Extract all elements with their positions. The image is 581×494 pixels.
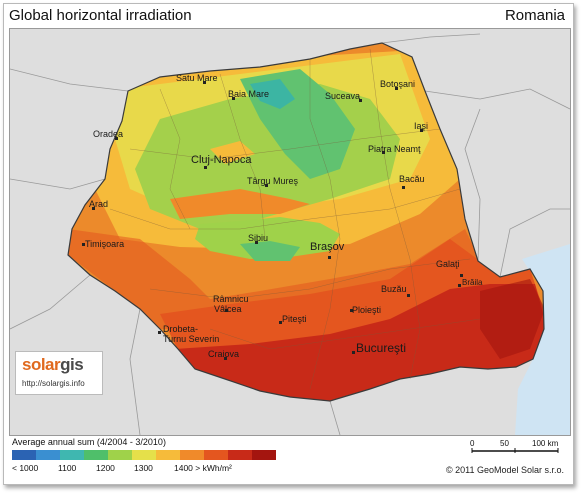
legend-tick: < 1000	[12, 463, 39, 473]
city-braila[interactable]: Brăila	[462, 278, 483, 287]
city-craiova[interactable]: Craiova	[208, 349, 240, 359]
city-brasov[interactable]: Braşov	[310, 241, 345, 253]
city-iasi[interactable]: Iaşi	[414, 121, 429, 131]
legend-color-ramp	[12, 450, 276, 460]
legend-swatch	[180, 450, 204, 460]
city-dot	[225, 309, 228, 312]
city-ramnicu-valcea: Vâlcea	[214, 304, 242, 314]
scale-label-100: 100 km	[532, 439, 559, 448]
city-cluj-napoca[interactable]: Cluj-Napoca	[191, 154, 252, 166]
city-dot	[328, 256, 331, 259]
legend-tick: 1200	[96, 463, 115, 473]
city-dot	[203, 81, 206, 84]
city-dot	[382, 151, 385, 154]
map-canvas	[10, 29, 570, 435]
legend-swatch	[204, 450, 228, 460]
city-bucuresti[interactable]: Bucureşti	[356, 341, 407, 355]
solargis-wordmark: solargis	[22, 355, 84, 374]
legend-swatch	[156, 450, 180, 460]
legend-swatch	[36, 450, 60, 460]
city-dot	[255, 241, 258, 244]
city-dot	[407, 294, 410, 297]
city-satu-mare[interactable]: Satu Mare	[176, 73, 218, 83]
city-dot	[395, 87, 398, 90]
city-buzau[interactable]: Buzău	[381, 284, 407, 294]
legend-swatch	[108, 450, 132, 460]
legend-title: Average annual sum (4/2004 - 3/2010)	[12, 437, 166, 447]
city-dot	[204, 166, 207, 169]
city-dot	[350, 309, 353, 312]
city-timisoara[interactable]: Timişoara	[85, 239, 125, 249]
city-dot	[92, 207, 95, 210]
city-targu-mures[interactable]: Târgu Mureş	[247, 176, 299, 186]
city-piatra-neamt[interactable]: Piatra Neamţ	[368, 144, 421, 154]
city-dot	[265, 184, 268, 187]
city-dot	[279, 321, 282, 324]
city-bacau[interactable]: Bacău	[399, 174, 425, 184]
copyright: © 2011 GeoModel Solar s.r.o.	[445, 465, 564, 475]
city-ramnicu-valcea[interactable]: Râmnicu	[213, 294, 249, 304]
legend-tick: 1400 > kWh/m²	[174, 463, 232, 473]
city-dot	[460, 274, 463, 277]
legend-tick: 1300	[134, 463, 153, 473]
city-suceava[interactable]: Suceava	[325, 91, 361, 101]
legend-swatch	[84, 450, 108, 460]
city-arad[interactable]: Arad	[89, 199, 109, 209]
city-drobeta-turnu-severin[interactable]: Drobeta-	[163, 324, 199, 334]
city-dot	[158, 331, 161, 334]
city-sibiu[interactable]: Sibiu	[248, 233, 269, 243]
city-baia-mare[interactable]: Baia Mare	[228, 89, 270, 99]
scale-label-0: 0	[470, 439, 475, 448]
city-dot	[402, 186, 405, 189]
map-frame: Global horizontal irradiation Romania	[3, 3, 574, 485]
legend-tick: 1100	[58, 463, 77, 473]
city-pitesti[interactable]: Piteşti	[282, 314, 307, 324]
city-drobeta-turnu-severin: Turnu Severin	[163, 334, 220, 344]
city-dot	[224, 357, 227, 360]
legend-swatch	[252, 450, 276, 460]
city-galati[interactable]: Galaţi	[436, 259, 460, 269]
city-dot	[82, 243, 85, 246]
country-label: Romania	[504, 7, 565, 24]
solargis-logo[interactable]: solargis http://solargis.info	[15, 351, 103, 395]
legend-swatch	[228, 450, 252, 460]
legend-swatch	[132, 450, 156, 460]
scale-bar: 0 50 100 km	[466, 437, 566, 459]
city-dot	[458, 284, 461, 287]
city-oradea[interactable]: Oradea	[93, 129, 124, 139]
legend-swatch	[12, 450, 36, 460]
city-dot	[359, 99, 362, 102]
city-dot	[352, 351, 355, 354]
city-dot	[420, 129, 423, 132]
map-title: Global horizontal irradiation	[9, 7, 192, 24]
city-ploiesti[interactable]: Ploieşti	[352, 305, 382, 315]
solargis-url[interactable]: http://solargis.info	[22, 379, 85, 388]
city-dot	[232, 97, 235, 100]
irradiation-map[interactable]: Satu Mare Baia Mare Suceava Botoşani Ora…	[9, 28, 571, 436]
scale-label-50: 50	[500, 439, 509, 448]
city-dot	[115, 137, 118, 140]
legend-swatch	[60, 450, 84, 460]
city-botosani[interactable]: Botoşani	[380, 79, 416, 89]
